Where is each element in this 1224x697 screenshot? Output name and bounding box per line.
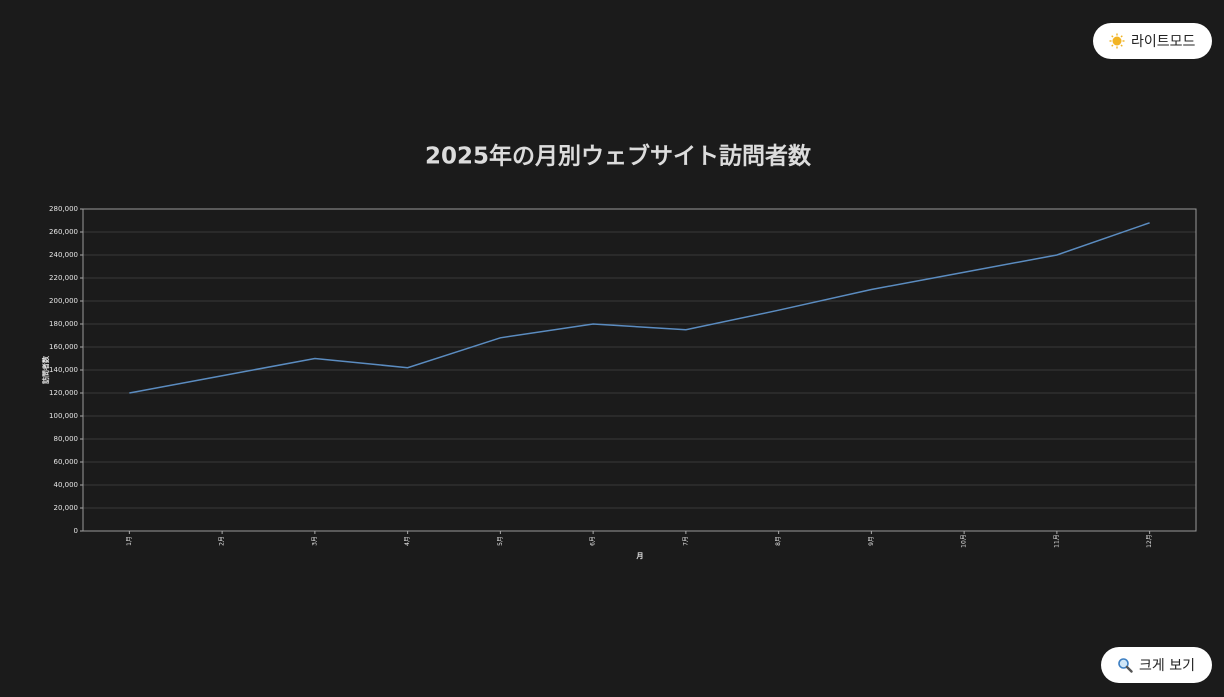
- x-tick-label: 11月: [1053, 534, 1060, 548]
- x-tick-label: 7月: [682, 536, 689, 546]
- x-tick-label: 6月: [590, 536, 597, 546]
- x-tick-label: 10月: [961, 534, 968, 548]
- y-tick-label: 80,000: [54, 435, 79, 443]
- magnifier-icon: [1118, 658, 1133, 673]
- y-tick-label: 180,000: [49, 320, 78, 328]
- zoom-button[interactable]: 크게 보기: [1101, 647, 1212, 683]
- zoom-button-label: 크게 보기: [1139, 658, 1195, 674]
- x-tick-label: 2月: [219, 536, 226, 546]
- y-tick-label: 120,000: [49, 389, 78, 397]
- y-tick-label: 100,000: [49, 412, 78, 420]
- chart-title: 2025年の月別ウェブサイト訪問者数: [425, 143, 812, 170]
- y-tick-label: 280,000: [49, 205, 78, 213]
- y-tick-label: 160,000: [49, 343, 78, 351]
- x-tick-label: 9月: [868, 536, 875, 546]
- y-tick-label: 0: [74, 527, 78, 535]
- x-tick-label: 5月: [497, 536, 504, 546]
- sun-icon: [1109, 33, 1125, 49]
- x-tick-label: 4月: [404, 536, 411, 546]
- y-tick-label: 140,000: [49, 366, 78, 374]
- x-tick-label: 12月: [1146, 534, 1153, 548]
- theme-button-label: 라이트모드: [1131, 34, 1196, 50]
- y-tick-label: 260,000: [49, 228, 78, 236]
- y-axis-label: 訪問者数: [41, 355, 50, 384]
- x-tick-label: 1月: [126, 536, 133, 546]
- plot-frame: [82, 208, 1197, 532]
- x-tick-label: 3月: [311, 536, 318, 546]
- x-tick-label: 8月: [775, 536, 782, 546]
- y-tick-label: 60,000: [54, 458, 79, 466]
- data-line: [129, 222, 1150, 394]
- x-axis-label: 月: [636, 552, 644, 560]
- y-tick-label: 40,000: [54, 481, 79, 489]
- y-tick-label: 220,000: [49, 274, 78, 282]
- y-tick-label: 20,000: [54, 504, 79, 512]
- y-tick-label: 200,000: [49, 297, 78, 305]
- theme-toggle-button[interactable]: 라이트모드: [1093, 23, 1212, 59]
- y-tick-label: 240,000: [49, 251, 78, 259]
